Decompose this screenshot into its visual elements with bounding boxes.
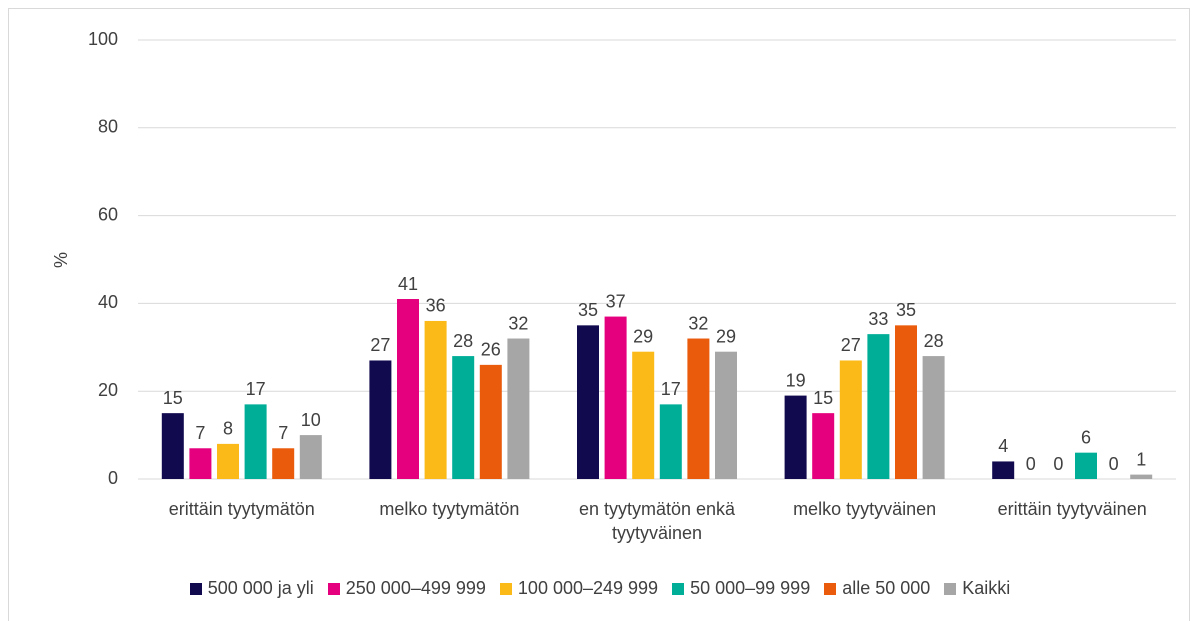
data-label: 27 (370, 335, 390, 355)
data-label: 28 (924, 331, 944, 351)
data-label: 35 (578, 300, 598, 320)
legend-swatch (944, 582, 957, 595)
legend: 500 000 ja yli 250 000–499 999 100 000–249… (0, 578, 1200, 599)
y-tick-label: 60 (98, 204, 118, 224)
chart-border (8, 8, 1190, 621)
y-tick-label: 100 (88, 29, 118, 49)
data-label: 27 (841, 335, 861, 355)
data-label: 7 (195, 423, 205, 443)
bar (161, 413, 184, 479)
data-label: 32 (688, 313, 708, 333)
bar (369, 360, 392, 479)
legend-swatch (824, 582, 837, 595)
bar (507, 338, 530, 479)
data-label: 17 (661, 379, 681, 399)
data-label: 6 (1081, 427, 1091, 447)
bar (784, 395, 807, 479)
data-label: 8 (223, 419, 233, 439)
legend-swatch (499, 582, 512, 595)
bar (632, 351, 655, 479)
legend-item: 100 000–249 999 (499, 578, 659, 599)
data-label: 0 (1026, 454, 1036, 474)
data-label: 35 (896, 300, 916, 320)
data-label: 41 (398, 274, 418, 294)
bar (397, 299, 419, 479)
bar (479, 364, 502, 479)
bar (452, 356, 475, 479)
data-label: 33 (868, 309, 888, 329)
bar (992, 461, 1015, 479)
legend-label: 50 000–99 999 (690, 578, 811, 598)
data-label: 32 (508, 313, 528, 333)
x-tick-label: erittäin tyytyväinen (997, 499, 1147, 519)
data-label: 36 (426, 296, 446, 316)
data-label: 19 (786, 370, 806, 390)
bar (217, 443, 239, 479)
legend-label: Kaikki (962, 578, 1011, 598)
data-label: 29 (716, 326, 736, 346)
bar (604, 316, 627, 479)
legend-swatch (327, 582, 340, 595)
x-tick-label: melko tyytymätön (379, 499, 520, 519)
bar (895, 325, 917, 479)
data-label: 0 (1109, 454, 1119, 474)
bar (659, 404, 682, 479)
legend-item: alle 50 000 (824, 578, 930, 599)
data-label: 15 (163, 388, 183, 408)
data-label: 29 (633, 326, 653, 346)
data-label: 28 (453, 331, 473, 351)
bar (189, 448, 212, 479)
bar (839, 360, 862, 479)
bar (1130, 474, 1153, 479)
bar (272, 448, 295, 479)
y-tick-label: 40 (98, 292, 118, 312)
bar (812, 413, 835, 479)
y-axis-label: % (51, 252, 71, 268)
legend-item: 250 000–499 999 (327, 578, 486, 599)
bar (922, 356, 945, 479)
data-label: 17 (246, 379, 266, 399)
x-tick-label: melko tyytyväinen (793, 499, 937, 519)
bar (299, 435, 322, 479)
bar (715, 351, 737, 479)
data-label: 15 (813, 388, 833, 408)
x-tick-label: en tyytymätön enkä tyytyväinen (578, 499, 736, 543)
legend-label: alle 50 000 (842, 578, 931, 598)
data-label: 7 (278, 423, 288, 443)
y-tick-label: 0 (108, 468, 118, 488)
bar (577, 325, 599, 479)
legend-swatch (672, 582, 685, 595)
bar (424, 320, 447, 479)
data-label: 1 (1136, 449, 1146, 469)
data-label: 10 (301, 410, 321, 430)
legend-label: 100 000–249 999 (517, 578, 659, 598)
bar (687, 338, 710, 479)
bar (244, 404, 267, 479)
data-label: 4 (998, 436, 1008, 456)
y-tick-label: 80 (98, 117, 118, 137)
data-label: 0 (1053, 454, 1063, 474)
bar (867, 334, 890, 479)
x-tick-label: erittäin tyytymätön (168, 499, 315, 519)
legend-item: 500 000 ja yli (189, 578, 314, 599)
legend-item: 50 000–99 999 (672, 578, 810, 599)
data-label: 26 (481, 340, 501, 360)
data-label: 37 (606, 291, 626, 311)
legend-item: Kaikki (944, 578, 1010, 599)
y-tick-label: 20 (98, 380, 118, 400)
legend-swatch (189, 582, 202, 595)
legend-label: 500 000 ja yli (207, 578, 314, 598)
legend-label: 250 000–499 999 (345, 578, 486, 598)
bar (1075, 452, 1097, 479)
